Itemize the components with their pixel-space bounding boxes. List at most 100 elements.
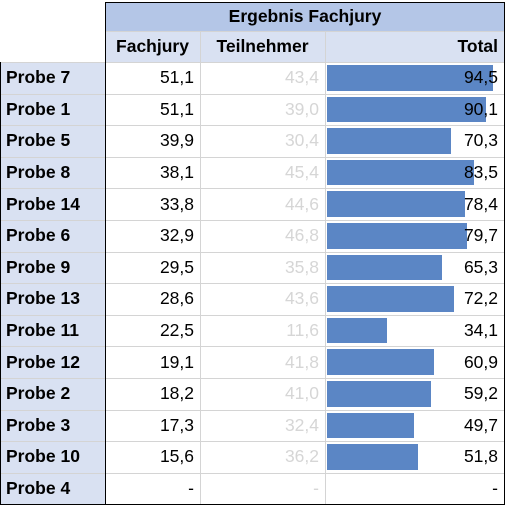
fachjury-cell[interactable]: 29,5 xyxy=(105,251,200,284)
total-value: 59,2 xyxy=(463,383,498,404)
total-cell[interactable]: 34,1 xyxy=(325,314,505,347)
row-label[interactable]: Probe 11 xyxy=(0,314,105,347)
header-teilnehmer[interactable]: Teilnehmer xyxy=(200,31,325,62)
fachjury-cell[interactable]: 19,1 xyxy=(105,346,200,378)
fachjury-cell[interactable]: 17,3 xyxy=(105,409,200,442)
row-label[interactable]: Probe 8 xyxy=(0,156,105,189)
teilnehmer-cell[interactable]: 39,0 xyxy=(200,93,325,126)
teilnehmer-cell[interactable]: 41,8 xyxy=(200,346,325,378)
fachjury-cell[interactable]: - xyxy=(105,472,200,505)
fachjury-cell[interactable]: 51,1 xyxy=(105,62,200,94)
gridline xyxy=(0,378,505,379)
fachjury-cell-text: 51,1 xyxy=(159,67,194,88)
border-line xyxy=(105,2,106,505)
row-label[interactable]: Probe 5 xyxy=(0,125,105,157)
fachjury-cell[interactable]: 33,8 xyxy=(105,188,200,220)
row-label-text: Probe 10 xyxy=(6,446,80,467)
border-line xyxy=(105,2,505,3)
total-cell[interactable]: 72,2 xyxy=(325,283,505,315)
row-label[interactable]: Probe 6 xyxy=(0,220,105,252)
fachjury-cell-text: 19,1 xyxy=(159,351,194,372)
gridline xyxy=(0,93,505,95)
teilnehmer-cell[interactable]: 30,4 xyxy=(200,125,325,157)
total-cell[interactable]: 90,1 xyxy=(325,93,505,126)
total-data-bar xyxy=(327,412,415,439)
gridline xyxy=(325,31,326,505)
total-data-bar xyxy=(327,381,432,407)
teilnehmer-cell-text: 45,4 xyxy=(284,162,319,183)
row-label[interactable]: Probe 3 xyxy=(0,409,105,442)
row-label[interactable]: Probe 12 xyxy=(0,346,105,378)
fachjury-cell-text: 29,5 xyxy=(159,256,194,277)
total-cell[interactable]: 70,3 xyxy=(325,125,505,157)
teilnehmer-cell[interactable]: 43,4 xyxy=(200,62,325,94)
teilnehmer-cell[interactable]: 44,6 xyxy=(200,188,325,220)
row-label[interactable]: Probe 10 xyxy=(0,441,105,473)
total-cell[interactable]: 65,3 xyxy=(325,251,505,284)
header-fachjury[interactable]: Fachjury xyxy=(105,31,200,62)
table-title[interactable]: Ergebnis Fachjury xyxy=(105,2,505,31)
fachjury-cell[interactable]: 38,1 xyxy=(105,156,200,189)
fachjury-cell-text: 22,5 xyxy=(159,320,194,341)
teilnehmer-cell[interactable]: 11,6 xyxy=(200,314,325,347)
total-cell[interactable]: 60,9 xyxy=(325,346,505,378)
gridline xyxy=(0,346,505,348)
total-cell[interactable]: 49,7 xyxy=(325,409,505,442)
header-fachjury-text: Fachjury xyxy=(116,36,189,56)
row-label-text: Probe 13 xyxy=(6,288,80,309)
total-cell[interactable]: 94,5 xyxy=(325,62,505,94)
row-label[interactable]: Probe 13 xyxy=(0,283,105,315)
total-data-bar xyxy=(327,223,468,249)
row-label-text: Probe 1 xyxy=(6,98,71,119)
row-label[interactable]: Probe 4 xyxy=(0,472,105,505)
teilnehmer-cell[interactable]: 41,0 xyxy=(200,378,325,410)
teilnehmer-cell-text: 11,6 xyxy=(286,320,319,341)
fachjury-cell-text: 39,9 xyxy=(159,130,194,151)
teilnehmer-cell[interactable]: 32,4 xyxy=(200,409,325,442)
total-cell[interactable]: 78,4 xyxy=(325,188,505,220)
teilnehmer-cell[interactable]: - xyxy=(200,472,325,505)
row-label-text: Probe 7 xyxy=(6,67,71,88)
row-label-text: Probe 3 xyxy=(6,414,71,435)
total-cell[interactable]: 83,5 xyxy=(325,156,505,189)
fachjury-cell[interactable]: 39,9 xyxy=(105,125,200,157)
total-cell[interactable]: 51,8 xyxy=(325,441,505,473)
fachjury-cell[interactable]: 32,9 xyxy=(105,220,200,252)
total-cell[interactable]: 79,7 xyxy=(325,220,505,252)
row-label[interactable]: Probe 14 xyxy=(0,188,105,220)
total-value: 65,3 xyxy=(463,256,498,277)
teilnehmer-cell[interactable]: 35,8 xyxy=(200,251,325,284)
teilnehmer-cell[interactable]: 36,2 xyxy=(200,441,325,473)
teilnehmer-cell[interactable]: 45,4 xyxy=(200,156,325,189)
header-total[interactable]: Total xyxy=(325,31,505,62)
header-total-text: Total xyxy=(457,36,498,56)
gridline xyxy=(0,188,505,190)
row-label[interactable]: Probe 2 xyxy=(0,378,105,410)
total-value: - xyxy=(492,478,498,499)
row-label[interactable]: Probe 7 xyxy=(0,62,105,94)
total-data-bar xyxy=(327,317,388,344)
teilnehmer-cell-text: 44,6 xyxy=(284,193,319,214)
total-data-bar xyxy=(327,159,474,186)
teilnehmer-cell[interactable]: 46,8 xyxy=(200,220,325,252)
fachjury-cell[interactable]: 28,6 xyxy=(105,283,200,315)
total-data-bar xyxy=(327,128,451,154)
fachjury-cell-text: 32,9 xyxy=(159,225,194,246)
teilnehmer-cell-text: 39,0 xyxy=(284,98,319,119)
fachjury-cell-text: 17,3 xyxy=(159,414,194,435)
gridline xyxy=(0,472,505,474)
row-label[interactable]: Probe 9 xyxy=(0,251,105,284)
fachjury-cell[interactable]: 18,2 xyxy=(105,378,200,410)
total-cell[interactable]: - xyxy=(325,472,505,505)
fachjury-cell[interactable]: 51,1 xyxy=(105,93,200,126)
gridline xyxy=(0,125,505,127)
row-label[interactable]: Probe 1 xyxy=(0,93,105,126)
row-label-text: Probe 2 xyxy=(6,383,71,404)
teilnehmer-cell-text: 43,6 xyxy=(284,288,319,309)
teilnehmer-cell-text: 36,2 xyxy=(284,446,319,467)
teilnehmer-cell[interactable]: 43,6 xyxy=(200,283,325,315)
fachjury-cell[interactable]: 15,6 xyxy=(105,441,200,473)
total-cell[interactable]: 59,2 xyxy=(325,378,505,410)
fachjury-cell[interactable]: 22,5 xyxy=(105,314,200,347)
total-value: 51,8 xyxy=(463,446,498,467)
